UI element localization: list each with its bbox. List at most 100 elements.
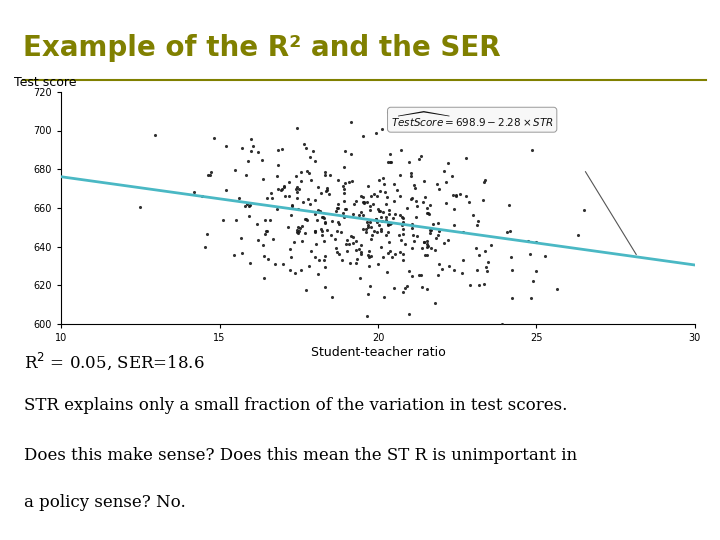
- Point: [199, 242, 210, 251]
- Point: [302, 167, 313, 176]
- Point: [243, 212, 255, 221]
- Point: [365, 192, 377, 200]
- Point: [292, 222, 303, 231]
- Point: [309, 226, 320, 235]
- Point: [319, 171, 330, 180]
- Point: [366, 231, 377, 239]
- Point: [460, 192, 472, 200]
- Point: [341, 240, 352, 249]
- Point: [338, 209, 349, 218]
- Point: [362, 251, 374, 259]
- Point: [397, 214, 409, 222]
- Point: [364, 282, 376, 291]
- Point: [372, 260, 384, 268]
- Point: [524, 250, 536, 259]
- Point: [295, 266, 307, 274]
- Point: [309, 157, 320, 166]
- Point: [319, 262, 330, 271]
- Point: [446, 172, 458, 180]
- Point: [433, 271, 444, 280]
- Point: [347, 238, 359, 247]
- Point: [275, 185, 287, 194]
- Text: Example of the R² and the SER: Example of the R² and the SER: [23, 35, 500, 63]
- Point: [376, 125, 387, 133]
- Point: [252, 148, 264, 157]
- Point: [369, 227, 380, 236]
- Text: a policy sense? No.: a policy sense? No.: [24, 494, 186, 511]
- Point: [305, 153, 316, 161]
- Point: [217, 215, 228, 224]
- Point: [366, 252, 377, 260]
- Point: [416, 282, 428, 291]
- Point: [229, 251, 240, 259]
- Point: [351, 237, 362, 246]
- Point: [312, 269, 323, 278]
- Point: [380, 216, 392, 225]
- Point: [338, 197, 350, 206]
- Point: [285, 211, 297, 220]
- Point: [415, 152, 426, 160]
- Point: [384, 206, 395, 215]
- Point: [374, 176, 385, 185]
- Point: [385, 158, 397, 166]
- Point: [279, 182, 290, 191]
- Point: [357, 192, 369, 201]
- Point: [370, 214, 382, 223]
- Point: [358, 198, 369, 206]
- Point: [436, 265, 447, 273]
- Point: [496, 320, 508, 328]
- Point: [318, 212, 329, 221]
- Point: [443, 236, 454, 245]
- Point: [354, 245, 365, 254]
- Point: [309, 226, 320, 235]
- Point: [345, 232, 356, 240]
- Point: [472, 266, 483, 274]
- Point: [244, 259, 256, 267]
- Point: [235, 234, 246, 242]
- Point: [422, 242, 433, 251]
- Point: [384, 150, 396, 158]
- Point: [266, 194, 277, 202]
- Point: [361, 312, 373, 321]
- Point: [432, 231, 444, 239]
- Point: [323, 190, 335, 199]
- Point: [277, 260, 289, 268]
- Point: [221, 186, 233, 194]
- Point: [292, 124, 303, 132]
- Point: [354, 211, 365, 220]
- Point: [351, 258, 362, 267]
- Point: [355, 208, 366, 217]
- Point: [552, 285, 563, 294]
- Point: [397, 221, 408, 230]
- Point: [429, 246, 441, 254]
- Point: [416, 244, 428, 252]
- Point: [320, 252, 331, 260]
- Point: [478, 178, 490, 187]
- Point: [365, 234, 377, 243]
- Point: [341, 235, 353, 244]
- Point: [384, 210, 395, 219]
- Point: [473, 251, 485, 260]
- Point: [433, 185, 445, 193]
- Point: [477, 196, 489, 205]
- Point: [294, 223, 306, 232]
- Point: [530, 267, 541, 276]
- Point: [260, 230, 271, 238]
- Point: [247, 142, 258, 151]
- X-axis label: Student-teacher ratio: Student-teacher ratio: [310, 346, 446, 359]
- Point: [482, 266, 493, 275]
- Point: [318, 214, 330, 222]
- Point: [417, 198, 428, 207]
- Point: [413, 271, 424, 279]
- Point: [272, 160, 284, 169]
- Point: [359, 199, 370, 208]
- Point: [265, 188, 276, 197]
- Point: [397, 250, 408, 259]
- Point: [458, 256, 469, 265]
- Point: [356, 249, 367, 258]
- Point: [472, 217, 484, 225]
- Point: [378, 180, 390, 188]
- Point: [406, 169, 418, 178]
- Point: [381, 212, 392, 221]
- Point: [448, 204, 459, 213]
